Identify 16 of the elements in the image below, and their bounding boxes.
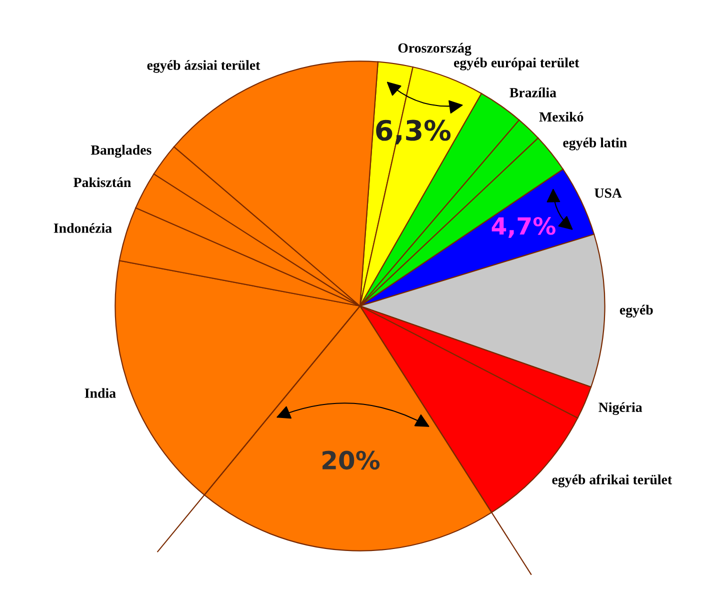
slice-label: Pakisztán xyxy=(74,177,131,188)
slice-label: egyéb latin xyxy=(563,138,627,150)
slice-label: egyéb xyxy=(620,304,653,318)
slice-label: Indonézia xyxy=(54,223,112,233)
slice-label: egyéb afrikai terület xyxy=(552,474,672,488)
slice-label: egyéb európai terület xyxy=(454,58,580,70)
slice-label: Oroszország xyxy=(398,42,472,56)
slice-label: Brazília xyxy=(510,88,556,98)
slice-label: India xyxy=(84,388,116,398)
slice-label: Mexikó xyxy=(539,112,584,122)
slice-label: Nigéria xyxy=(598,402,642,415)
text: 4,7% xyxy=(492,217,556,238)
slice-label: egyéb ázsiai terület xyxy=(147,60,260,73)
slice-label: USA xyxy=(594,188,622,198)
slice-label: Banglades xyxy=(90,144,152,158)
text: 20% xyxy=(322,450,380,470)
